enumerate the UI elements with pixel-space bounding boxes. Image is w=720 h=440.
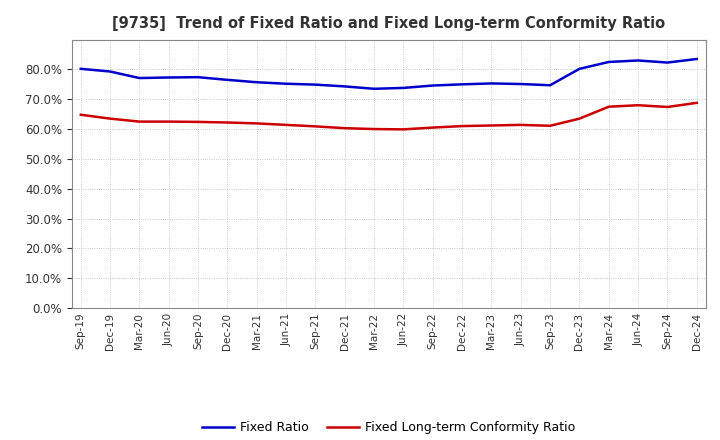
Fixed Long-term Conformity Ratio xyxy=(135,119,144,124)
Fixed Ratio xyxy=(282,81,290,86)
Fixed Ratio xyxy=(399,85,408,91)
Fixed Ratio xyxy=(634,58,642,63)
Fixed Ratio xyxy=(575,66,584,71)
Fixed Long-term Conformity Ratio xyxy=(575,116,584,121)
Fixed Long-term Conformity Ratio xyxy=(487,123,496,128)
Fixed Long-term Conformity Ratio xyxy=(76,112,85,117)
Fixed Ratio xyxy=(311,82,320,87)
Fixed Ratio xyxy=(546,83,554,88)
Fixed Ratio xyxy=(487,81,496,86)
Fixed Long-term Conformity Ratio xyxy=(663,104,672,110)
Fixed Long-term Conformity Ratio xyxy=(341,125,349,131)
Fixed Ratio xyxy=(370,86,379,92)
Fixed Long-term Conformity Ratio xyxy=(516,122,525,128)
Fixed Ratio xyxy=(341,84,349,89)
Fixed Long-term Conformity Ratio xyxy=(253,121,261,126)
Fixed Long-term Conformity Ratio xyxy=(458,124,467,129)
Fixed Ratio xyxy=(135,75,144,81)
Fixed Ratio xyxy=(106,69,114,74)
Fixed Long-term Conformity Ratio xyxy=(634,103,642,108)
Fixed Long-term Conformity Ratio xyxy=(223,120,232,125)
Fixed Long-term Conformity Ratio xyxy=(546,123,554,128)
Fixed Long-term Conformity Ratio xyxy=(106,116,114,121)
Fixed Ratio xyxy=(693,56,701,62)
Fixed Long-term Conformity Ratio xyxy=(693,100,701,106)
Fixed Ratio xyxy=(605,59,613,65)
Fixed Ratio xyxy=(194,74,202,80)
Fixed Ratio xyxy=(164,75,173,80)
Fixed Long-term Conformity Ratio xyxy=(370,126,379,132)
Fixed Long-term Conformity Ratio xyxy=(194,119,202,125)
Line: Fixed Ratio: Fixed Ratio xyxy=(81,59,697,89)
Line: Fixed Long-term Conformity Ratio: Fixed Long-term Conformity Ratio xyxy=(81,103,697,129)
Legend: Fixed Ratio, Fixed Long-term Conformity Ratio: Fixed Ratio, Fixed Long-term Conformity … xyxy=(197,416,580,439)
Title: [9735]  Trend of Fixed Ratio and Fixed Long-term Conformity Ratio: [9735] Trend of Fixed Ratio and Fixed Lo… xyxy=(112,16,665,32)
Fixed Ratio xyxy=(663,60,672,65)
Fixed Long-term Conformity Ratio xyxy=(311,124,320,129)
Fixed Ratio xyxy=(458,82,467,87)
Fixed Long-term Conformity Ratio xyxy=(282,122,290,128)
Fixed Ratio xyxy=(253,80,261,85)
Fixed Ratio xyxy=(516,81,525,87)
Fixed Ratio xyxy=(223,77,232,82)
Fixed Ratio xyxy=(76,66,85,71)
Fixed Long-term Conformity Ratio xyxy=(399,127,408,132)
Fixed Long-term Conformity Ratio xyxy=(164,119,173,124)
Fixed Ratio xyxy=(428,83,437,88)
Fixed Long-term Conformity Ratio xyxy=(428,125,437,130)
Fixed Long-term Conformity Ratio xyxy=(605,104,613,109)
